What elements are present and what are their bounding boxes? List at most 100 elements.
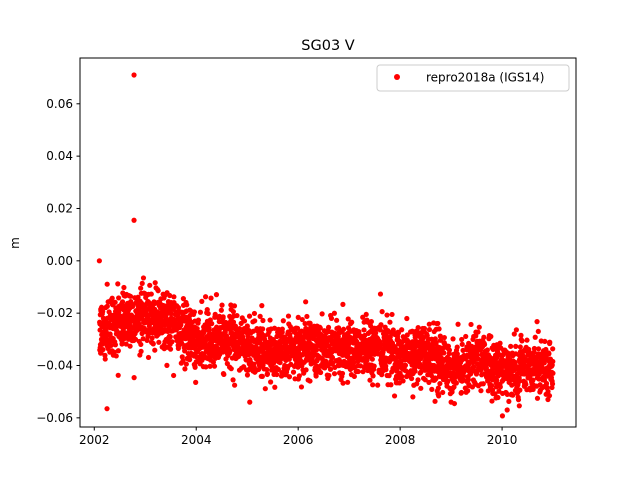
data-point [383, 363, 389, 369]
data-point [377, 327, 383, 333]
data-point [404, 332, 410, 338]
data-point [150, 341, 156, 347]
data-point [515, 382, 521, 388]
data-point [524, 337, 530, 343]
data-point [145, 354, 152, 361]
data-point [100, 346, 106, 353]
data-point [230, 308, 236, 315]
data-point [414, 381, 420, 387]
data-point [517, 344, 523, 350]
data-point [203, 364, 209, 370]
data-point [465, 388, 471, 394]
data-point [264, 371, 271, 377]
data-point [325, 363, 331, 369]
data-point [340, 380, 346, 386]
data-point-outlier [410, 394, 416, 400]
data-point [331, 371, 338, 377]
data-point [458, 389, 465, 396]
data-point [179, 354, 185, 360]
x-tick-label: 2010 [487, 433, 518, 447]
data-point [220, 349, 226, 355]
x-axis: 2002 2004 2006 2008 2010 [79, 427, 517, 447]
y-tick-label: 0.06 [46, 97, 73, 111]
data-point [373, 330, 379, 336]
data-point [193, 353, 199, 360]
data-point [547, 339, 553, 345]
data-point [492, 391, 498, 397]
data-point [340, 301, 346, 307]
data-point [497, 340, 503, 346]
data-point [260, 326, 266, 332]
data-point [413, 338, 419, 344]
legend-label: repro2018a (IGS14) [426, 71, 544, 85]
data-point-outlier [104, 406, 110, 412]
y-tick-label: 0.00 [46, 254, 73, 268]
data-point [115, 281, 121, 287]
data-point [435, 385, 441, 391]
data-point [437, 337, 444, 343]
data-point [534, 395, 541, 401]
data-point [517, 378, 523, 384]
data-point [171, 372, 177, 379]
data-point [530, 377, 536, 383]
data-point [327, 366, 334, 372]
data-point [426, 326, 433, 333]
x-tick-label: 2008 [385, 433, 416, 447]
data-point [221, 371, 227, 378]
y-tick-label: −0.02 [36, 306, 73, 320]
data-point [379, 309, 385, 315]
data-point [230, 319, 237, 325]
data-point [286, 356, 292, 362]
y-tick-label: 0.02 [46, 201, 73, 215]
data-point [272, 384, 278, 390]
data-point [488, 333, 494, 340]
data-point [325, 324, 332, 331]
data-point [211, 363, 218, 369]
data-point [218, 307, 224, 313]
data-point-outlier [545, 396, 551, 403]
data-point [180, 358, 186, 364]
data-point [139, 280, 145, 286]
data-point [437, 333, 443, 339]
data-point [481, 341, 488, 348]
data-point [478, 388, 484, 394]
data-point [436, 326, 442, 332]
data-point [167, 334, 173, 340]
data-point [264, 366, 270, 373]
data-point [454, 351, 460, 357]
data-point [138, 348, 144, 354]
data-point [404, 315, 410, 322]
data-point [437, 380, 443, 387]
y-axis: −0.06 −0.04 −0.02 0.00 0.02 0.04 0.06 [36, 97, 80, 425]
data-point [506, 398, 512, 405]
data-point [113, 353, 119, 359]
data-point [219, 302, 225, 308]
data-point [388, 382, 394, 388]
data-point [468, 321, 474, 328]
data-point [138, 341, 144, 348]
data-point [433, 376, 439, 382]
data-point [279, 326, 285, 332]
data-point [356, 328, 362, 335]
data-point [426, 379, 432, 385]
data-point [429, 386, 435, 392]
data-point [508, 343, 514, 349]
data-point [275, 366, 282, 373]
data-point [183, 361, 189, 367]
data-point [195, 317, 202, 323]
data-point [341, 326, 347, 332]
x-tick-label: 2004 [181, 433, 212, 447]
data-point [303, 367, 309, 373]
data-point [135, 294, 141, 300]
data-point [260, 317, 266, 324]
data-point [366, 366, 373, 372]
data-point [523, 381, 529, 387]
data-point [187, 357, 193, 363]
data-point [355, 368, 361, 375]
data-point [164, 362, 170, 368]
data-point [451, 384, 457, 390]
data-point [370, 382, 376, 388]
data-point [155, 288, 161, 294]
data-point [246, 313, 253, 319]
data-point [440, 389, 446, 396]
